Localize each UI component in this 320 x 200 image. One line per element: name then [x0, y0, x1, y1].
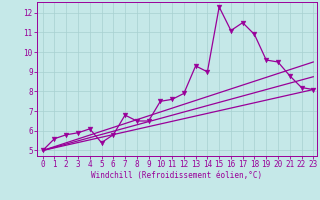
- X-axis label: Windchill (Refroidissement éolien,°C): Windchill (Refroidissement éolien,°C): [91, 171, 262, 180]
